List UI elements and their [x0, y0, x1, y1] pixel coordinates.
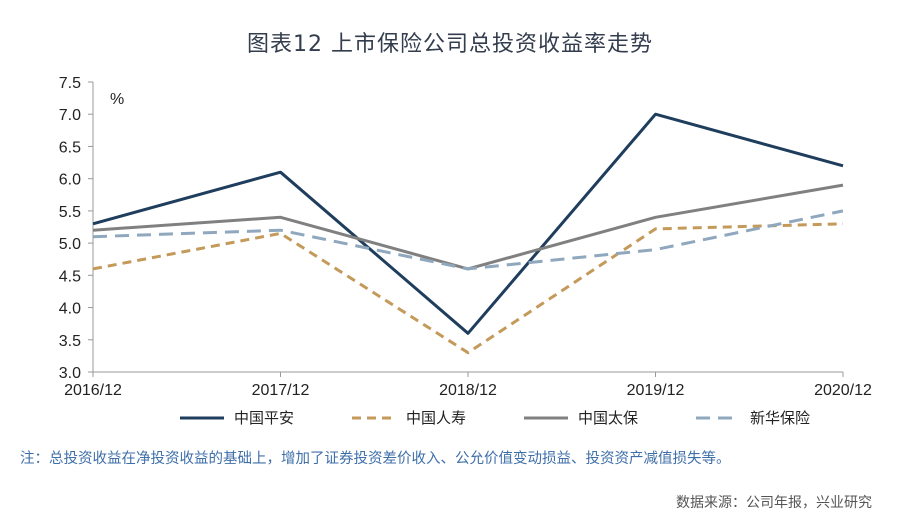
y-tick-label: 7.5	[59, 75, 81, 92]
y-tick-label: 5.0	[59, 236, 81, 253]
x-tick-label: 2020/12	[814, 382, 872, 399]
x-tick-label: 2018/12	[439, 382, 497, 399]
y-tick-label: 6.5	[59, 139, 81, 156]
y-tick-label: 4.5	[59, 268, 81, 285]
unit-label: %	[110, 91, 124, 108]
series-line-4	[92, 209, 844, 271]
y-tick-label: 3.5	[59, 333, 81, 350]
y-tick-label: 7.0	[59, 107, 81, 124]
y-tick-label: 5.5	[59, 204, 81, 221]
data-source: 数据来源：公司年报，兴业研究	[676, 495, 872, 511]
line-chart: 3.03.54.04.55.05.56.06.57.07.5 2016/12 20…	[59, 75, 872, 427]
y-tick-label: 3.0	[59, 365, 81, 382]
x-tick-label: 2019/12	[627, 382, 685, 399]
x-axis: 2016/12 2017/12 2018/12 2019/12 2020/12	[64, 371, 872, 399]
y-tick-label: 4.0	[59, 301, 81, 318]
y-axis: 3.0 3.5 4.0 4.5 5.0 5.5 6.0 6.5 7.0 7.5	[59, 75, 94, 382]
series-line-1	[92, 112, 844, 335]
footnote: 注：总投资收益在净投资收益的基础上，增加了证券投资差价收入、公允价值变动损益、投…	[20, 451, 731, 467]
y-tick-label: 6.0	[59, 172, 81, 189]
legend-label-3: 中国太保	[578, 409, 638, 427]
chart-title: 图表12 上市保险公司总投资收益率走势	[247, 32, 653, 57]
series-line-2	[92, 222, 844, 355]
legend: 中国平安 中国人寿 中国太保 新华保险	[180, 409, 810, 427]
legend-label-4: 新华保险	[750, 409, 810, 427]
x-tick-label: 2017/12	[252, 382, 310, 399]
legend-label-1: 中国平安	[234, 409, 294, 427]
series-lines	[92, 112, 844, 355]
legend-label-2: 中国人寿	[406, 409, 466, 427]
x-tick-label: 2016/12	[64, 382, 122, 399]
